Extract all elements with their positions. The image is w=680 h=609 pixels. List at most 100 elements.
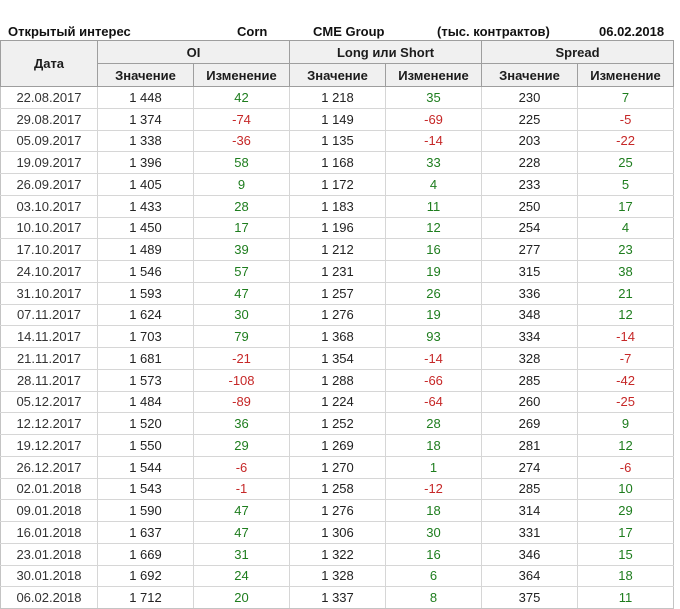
cell-spread-change: 5	[577, 173, 675, 196]
cell-oi-value: 1 448	[97, 86, 194, 109]
cell-ls-change: 33	[385, 151, 483, 174]
cell-date: 05.09.2017	[0, 129, 98, 153]
instrument-label: Corn	[237, 24, 268, 39]
table-row: 17.10.2017 1 489 39 1 212 16 277 23	[0, 238, 675, 261]
cell-ls-change: -12	[385, 477, 483, 501]
cell-ls-value: 1 257	[289, 281, 387, 305]
cell-spread-change: 10	[577, 477, 675, 501]
cell-spread-change: -42	[577, 368, 675, 392]
cell-oi-change: 17	[192, 216, 291, 240]
cell-spread-value: 331	[481, 521, 579, 544]
cell-oi-value: 1 593	[97, 281, 194, 305]
cell-ls-value: 1 196	[289, 216, 387, 240]
cell-date: 23.01.2018	[0, 542, 98, 566]
cell-oi-change: 28	[192, 194, 291, 218]
table-row: 30.01.2018 1 692 24 1 328 6 364 18	[0, 564, 675, 588]
cell-date: 24.10.2017	[0, 260, 98, 283]
cell-ls-value: 1 276	[289, 303, 387, 327]
cell-ls-value: 1 337	[289, 586, 387, 609]
cell-spread-value: 348	[481, 303, 579, 327]
cell-ls-value: 1 276	[289, 499, 387, 522]
cell-spread-change: 17	[577, 194, 675, 218]
title-bar: Открытый интерес Corn CME Group (тыс. ко…	[0, 0, 680, 40]
table-row: 14.11.2017 1 703 79 1 368 93 334 -14	[0, 325, 675, 348]
cell-spread-value: 250	[481, 194, 579, 218]
column-header-ls-change: Изменение	[385, 63, 483, 87]
cell-oi-change: 36	[192, 412, 291, 435]
cell-spread-change: 38	[577, 260, 675, 283]
cell-oi-value: 1 590	[97, 499, 194, 522]
cell-spread-change: -5	[577, 107, 675, 131]
cell-oi-value: 1 374	[97, 107, 194, 131]
cell-spread-value: 334	[481, 325, 579, 348]
cell-ls-change: 28	[385, 412, 483, 435]
cell-date: 26.12.2017	[0, 455, 98, 479]
cell-ls-value: 1 258	[289, 477, 387, 501]
table-row: 09.01.2018 1 590 47 1 276 18 314 29	[0, 499, 675, 522]
table-row: 06.02.2018 1 712 20 1 337 8 375 11	[0, 586, 675, 609]
cell-oi-change: 47	[192, 281, 291, 305]
cell-ls-value: 1 306	[289, 521, 387, 544]
column-group-spread: Spread	[481, 40, 675, 64]
table-row: 26.12.2017 1 544 -6 1 270 1 274 -6	[0, 455, 675, 479]
cell-spread-change: 4	[577, 216, 675, 240]
cell-oi-value: 1 692	[97, 564, 194, 588]
cell-ls-change: -14	[385, 347, 483, 370]
table-row: 22.08.2017 1 448 42 1 218 35 230 7	[0, 86, 675, 109]
cell-ls-value: 1 270	[289, 455, 387, 479]
cell-oi-value: 1 489	[97, 238, 194, 261]
cell-spread-value: 260	[481, 390, 579, 414]
open-interest-table: Дата OI Long или Short Spread Значение И…	[0, 40, 675, 609]
cell-oi-change: -36	[192, 129, 291, 153]
cell-spread-change: 23	[577, 238, 675, 261]
cell-oi-value: 1 405	[97, 173, 194, 196]
cell-oi-change: 24	[192, 564, 291, 588]
cell-oi-change: 42	[192, 86, 291, 109]
table-row: 19.12.2017 1 550 29 1 269 18 281 12	[0, 434, 675, 457]
table-row: 16.01.2018 1 637 47 1 306 30 331 17	[0, 521, 675, 544]
cell-spread-value: 254	[481, 216, 579, 240]
cell-date: 28.11.2017	[0, 368, 98, 392]
table-row: 05.12.2017 1 484 -89 1 224 -64 260 -25	[0, 390, 675, 414]
cell-ls-value: 1 183	[289, 194, 387, 218]
table-row: 19.09.2017 1 396 58 1 168 33 228 25	[0, 151, 675, 174]
cell-date: 10.10.2017	[0, 216, 98, 240]
cell-oi-value: 1 544	[97, 455, 194, 479]
cell-spread-value: 375	[481, 586, 579, 609]
cell-date: 22.08.2017	[0, 86, 98, 109]
cell-ls-change: 30	[385, 521, 483, 544]
cell-oi-change: 58	[192, 151, 291, 174]
cell-oi-value: 1 433	[97, 194, 194, 218]
cell-oi-value: 1 703	[97, 325, 194, 348]
cell-date: 09.01.2018	[0, 499, 98, 522]
cell-ls-value: 1 212	[289, 238, 387, 261]
cell-oi-change: 79	[192, 325, 291, 348]
cell-spread-change: 25	[577, 151, 675, 174]
cell-date: 16.01.2018	[0, 521, 98, 544]
cell-oi-value: 1 637	[97, 521, 194, 544]
cell-spread-change: 12	[577, 303, 675, 327]
cell-ls-value: 1 135	[289, 129, 387, 153]
cell-spread-change: -7	[577, 347, 675, 370]
cell-spread-change: 21	[577, 281, 675, 305]
cell-ls-change: -14	[385, 129, 483, 153]
cell-ls-change: -64	[385, 390, 483, 414]
cell-ls-change: 16	[385, 542, 483, 566]
cell-spread-value: 203	[481, 129, 579, 153]
cell-ls-change: 11	[385, 194, 483, 218]
column-group-long-short: Long или Short	[289, 40, 483, 64]
cell-date: 06.02.2018	[0, 586, 98, 609]
cell-spread-change: 15	[577, 542, 675, 566]
cell-oi-change: -6	[192, 455, 291, 479]
table-row: 28.11.2017 1 573 -108 1 288 -66 285 -42	[0, 368, 675, 392]
cell-ls-value: 1 368	[289, 325, 387, 348]
cell-spread-value: 274	[481, 455, 579, 479]
cell-spread-change: 9	[577, 412, 675, 435]
cell-ls-change: 93	[385, 325, 483, 348]
cell-ls-value: 1 231	[289, 260, 387, 283]
cell-spread-value: 230	[481, 86, 579, 109]
cell-ls-value: 1 252	[289, 412, 387, 435]
column-header-spread-value: Значение	[481, 63, 579, 87]
cell-oi-value: 1 396	[97, 151, 194, 174]
column-header-oi-value: Значение	[97, 63, 194, 87]
